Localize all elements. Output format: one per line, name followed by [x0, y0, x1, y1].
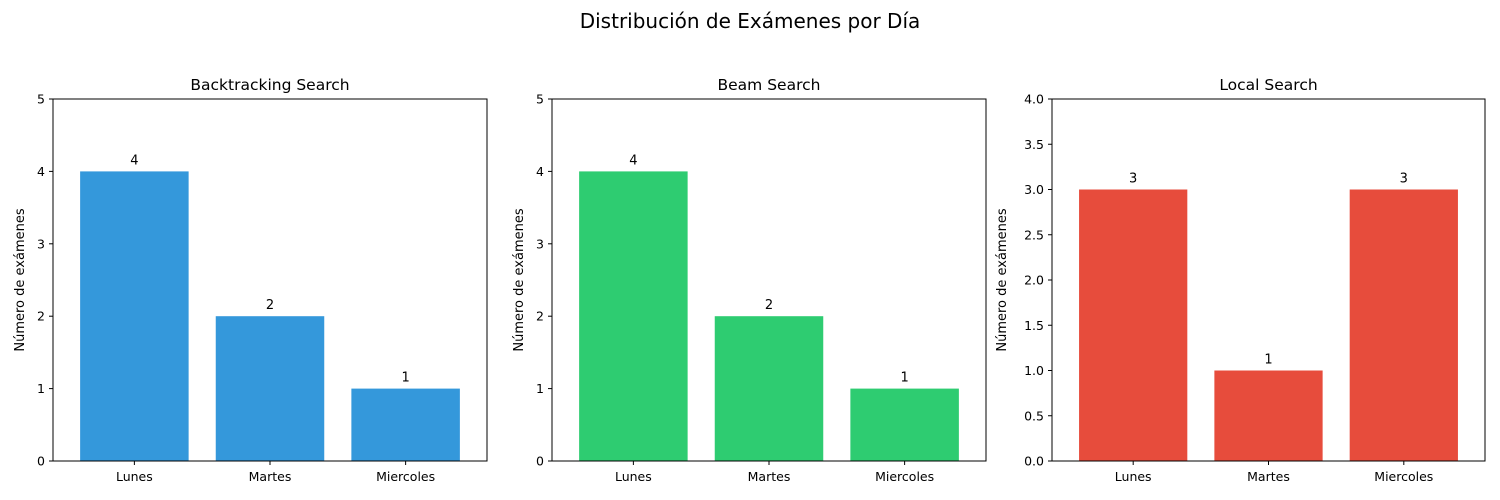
x-tick-label: Lunes	[615, 469, 652, 484]
y-tick-label: 3.0	[1024, 182, 1044, 197]
bar-data-label: 1	[900, 371, 908, 386]
bar-data-label: 1	[401, 371, 409, 386]
figure-title: Distribución de Exámenes por Día	[580, 9, 921, 33]
y-tick-label: 3.5	[1024, 137, 1044, 152]
bar-data-label: 2	[765, 298, 773, 313]
bar-data-label: 2	[266, 298, 274, 313]
y-tick-label: 4.0	[1024, 92, 1044, 107]
x-tick-label: Martes	[249, 469, 292, 484]
bar-martes	[714, 316, 824, 461]
chart-panel-3: Local Search 3 1 3 0.0 0.5 1.0 1.5 2.0 2.5 3.0 3.5 4…	[995, 76, 1486, 484]
y-tick-label: 0.0	[1024, 454, 1044, 469]
x-tick-label: Miercoles	[1374, 469, 1433, 484]
y-axis-label: Número de exámenes	[13, 208, 28, 351]
y-tick-label: 1	[37, 381, 45, 396]
chart-panel-1: Backtracking Search 4 2 1 0 1 2 3 4 5 Lunes Martes M…	[13, 76, 488, 484]
bar-data-label: 4	[629, 153, 637, 168]
x-tick-label: Miercoles	[376, 469, 435, 484]
bar-data-label: 1	[1264, 353, 1272, 368]
y-tick-label: 2	[37, 309, 45, 324]
y-tick-label: 4	[37, 164, 45, 179]
y-tick-label: 0.5	[1024, 408, 1044, 423]
y-tick-label: 2.0	[1024, 273, 1044, 288]
bar-lunes	[579, 171, 688, 461]
bar-miercoles	[850, 388, 959, 461]
chart-title: Beam Search	[718, 76, 821, 94]
bar-lunes	[1079, 189, 1188, 461]
chart-title: Local Search	[1219, 76, 1317, 94]
chart-panel-2: Beam Search 4 2 1 0 1 2 3 4 5 Lunes Martes Miercoles…	[512, 76, 987, 484]
y-axis-label: Número de exámenes	[995, 208, 1010, 351]
bar-data-label: 3	[1129, 172, 1137, 187]
chart-title: Backtracking Search	[190, 76, 349, 94]
bar-data-label: 3	[1400, 172, 1408, 187]
x-tick-label: Lunes	[1115, 469, 1152, 484]
bar-lunes	[80, 171, 189, 461]
x-tick-label: Martes	[748, 469, 791, 484]
bar-martes	[1214, 370, 1323, 461]
y-tick-label: 1.5	[1024, 318, 1044, 333]
y-tick-label: 5	[37, 92, 45, 107]
y-tick-label: 1.0	[1024, 363, 1044, 378]
y-tick-label: 3	[37, 236, 45, 251]
y-axis-label: Número de exámenes	[512, 208, 527, 351]
x-tick-label: Martes	[1247, 469, 1290, 484]
bar-data-label: 4	[130, 153, 138, 168]
y-tick-label: 0	[37, 454, 45, 469]
y-tick-label: 5	[536, 92, 544, 107]
bar-miercoles	[351, 388, 460, 461]
bar-miercoles	[1349, 189, 1458, 461]
x-tick-label: Lunes	[116, 469, 153, 484]
y-tick-label: 3	[536, 236, 544, 251]
chart-panels: Backtracking Search 4 2 1 0 1 2 3 4 5 Lunes Martes M…	[13, 76, 1486, 484]
bar-martes	[215, 316, 325, 461]
x-tick-label: Miercoles	[875, 469, 934, 484]
y-tick-label: 0	[536, 454, 544, 469]
y-tick-label: 2	[536, 309, 544, 324]
y-tick-label: 2.5	[1024, 227, 1044, 242]
y-tick-label: 4	[536, 164, 544, 179]
y-tick-label: 1	[536, 381, 544, 396]
